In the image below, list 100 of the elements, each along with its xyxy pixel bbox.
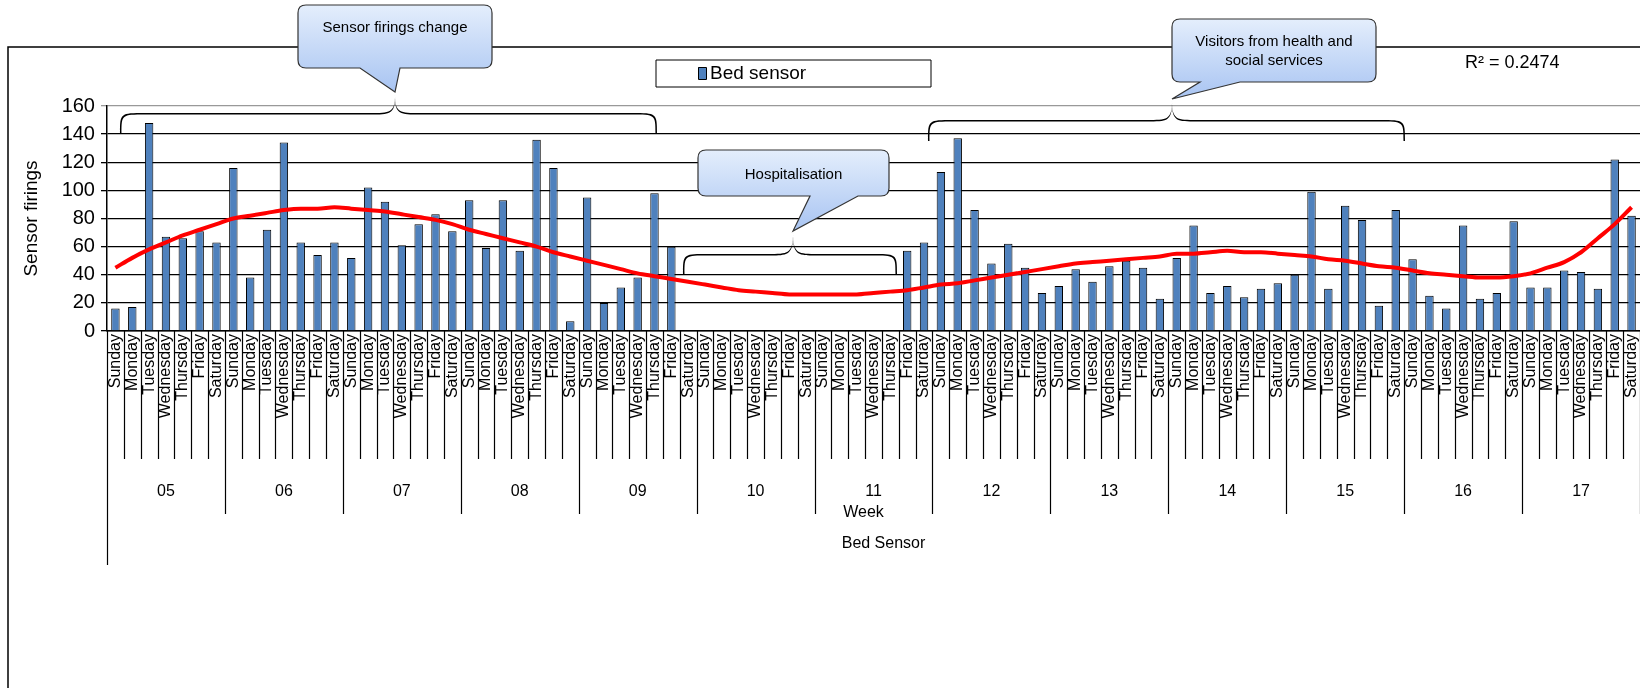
x-tick-label: Friday <box>425 334 443 379</box>
x-tick-label: Thursday <box>291 334 309 401</box>
y-tick-label: 140 <box>61 121 95 144</box>
x-tick-label: Saturday <box>442 334 460 399</box>
x-tick-label: Saturday <box>206 334 224 399</box>
x-tick-label: Sunday <box>577 334 595 389</box>
x-tick-label: Tuesday <box>847 334 865 395</box>
x-tick-label: Friday <box>543 334 561 379</box>
y-tick-label: 80 <box>72 206 95 229</box>
x-tick-label: Wednesday <box>1099 334 1117 419</box>
x-tick-label: Wednesday <box>1453 334 1471 419</box>
x-tick-label: Sunday <box>223 334 241 389</box>
text: 09 <box>628 482 647 500</box>
x-tick-label: Monday <box>1066 334 1084 391</box>
x-tick-label: Saturday <box>678 334 696 399</box>
x-tick-label: Saturday <box>796 334 814 399</box>
line-series <box>113 205 1634 297</box>
x-tick-label: Tuesday <box>493 334 511 395</box>
text: 16 <box>1454 482 1473 500</box>
x-tick-label: Saturday <box>1621 334 1639 399</box>
text: 12 <box>982 482 1001 500</box>
x-tick-label: Saturday <box>1032 334 1050 399</box>
text: Week <box>843 503 885 521</box>
x-tick-label: Wednesday <box>745 334 763 419</box>
x-tick-label: Sunday <box>1285 334 1303 389</box>
text: Sensor firings change <box>321 17 469 36</box>
x-tick-label: Monday <box>1183 334 1201 391</box>
x-tick-label: Tuesday <box>1436 334 1454 395</box>
x-tick-label: Thursday <box>1234 334 1252 401</box>
x-tick-label: Thursday <box>526 334 544 401</box>
x-tick-label: Tuesday <box>1082 334 1100 395</box>
y-tick-label: 60 <box>72 234 95 257</box>
x-tick-label: Monday <box>476 334 494 391</box>
x-tick-label: Wednesday <box>392 334 410 419</box>
x-tick-label: Saturday <box>324 334 342 399</box>
x-tick-label: Wednesday <box>981 334 999 419</box>
x-tick-label: Monday <box>1419 334 1437 391</box>
x-tick-label: Friday <box>307 334 325 379</box>
y-tick-label: 160 <box>61 93 95 116</box>
x-tick-label: Wednesday <box>863 334 881 419</box>
x-tick-label: Saturday <box>1386 334 1404 399</box>
x-tick-label: Thursday <box>173 334 191 401</box>
legend-label: Bed sensor <box>710 62 807 84</box>
x-tick-label: Friday <box>779 334 797 379</box>
x-tick-label: Saturday <box>560 334 578 399</box>
x-tick-label: Tuesday <box>139 334 157 395</box>
x-tick-label: Saturday <box>1268 334 1286 399</box>
x-tick-label: Sunday <box>1049 334 1067 389</box>
x-tick-label: Sunday <box>1520 334 1538 389</box>
x-tick-label: Saturday <box>1504 334 1522 399</box>
x-tick-label: Sunday <box>341 334 359 389</box>
x-tick-label: Monday <box>830 334 848 391</box>
x-tick-label: Sunday <box>695 334 713 389</box>
text: 10 <box>746 482 765 500</box>
x-tick-label: Monday <box>948 334 966 391</box>
x-tick-label: Thursday <box>1588 334 1606 401</box>
x-tick-label: Thursday <box>409 334 427 401</box>
y-tick-label: 120 <box>61 149 95 172</box>
x-tick-label: Sunday <box>105 334 123 389</box>
text: 08 <box>510 482 529 500</box>
x-tick-label: Tuesday <box>1554 334 1572 395</box>
x-tick-label: Wednesday <box>628 334 646 419</box>
text: Bed Sensor <box>841 534 926 552</box>
y-tick-label: 100 <box>61 177 95 200</box>
x-tick-label: Friday <box>1015 334 1033 379</box>
annotation: Hospitalisation <box>743 164 844 183</box>
x-tick-label: Wednesday <box>1217 334 1235 419</box>
x-tick-label: Friday <box>897 334 915 379</box>
x-tick-label: Tuesday <box>1200 334 1218 395</box>
text: R² = 0.2474 <box>1465 51 1560 72</box>
x-tick-label: Thursday <box>762 334 780 401</box>
text: 07 <box>392 482 411 500</box>
x-tick-label: Monday <box>240 334 258 391</box>
y-tick-label: 0 <box>83 318 95 341</box>
x-tick-label: Saturday <box>914 334 932 399</box>
y-tick-label: 40 <box>72 262 95 285</box>
text: 15 <box>1336 482 1355 500</box>
x-tick-label: Wednesday <box>1335 334 1353 419</box>
x-tick-label: Sunday <box>931 334 949 389</box>
x-tick-label: Sunday <box>1167 334 1185 389</box>
text: 11 <box>865 482 882 500</box>
x-tick-label: Wednesday <box>510 334 528 419</box>
x-tick-label: Wednesday <box>274 334 292 419</box>
text: 06 <box>274 482 293 500</box>
text: 17 <box>1572 482 1591 500</box>
text: 13 <box>1100 482 1119 500</box>
x-tick-label: Thursday <box>1116 334 1134 401</box>
x-tick-label: Friday <box>1369 334 1387 379</box>
x-tick-label: Thursday <box>998 334 1016 401</box>
x-tick-label: Tuesday <box>729 334 747 395</box>
x-tick-label: Thursday <box>880 334 898 401</box>
x-tick-label: Monday <box>122 334 140 391</box>
x-tick-label: Monday <box>594 334 612 391</box>
x-tick-label: Friday <box>1605 334 1623 379</box>
x-tick-label: Sunday <box>1402 334 1420 389</box>
y-tick-label: 20 <box>72 290 95 313</box>
x-tick-label: Tuesday <box>1318 334 1336 395</box>
x-tick-label: Friday <box>1487 334 1505 379</box>
x-tick-label: Monday <box>1537 334 1555 391</box>
x-tick-label: Wednesday <box>156 334 174 419</box>
